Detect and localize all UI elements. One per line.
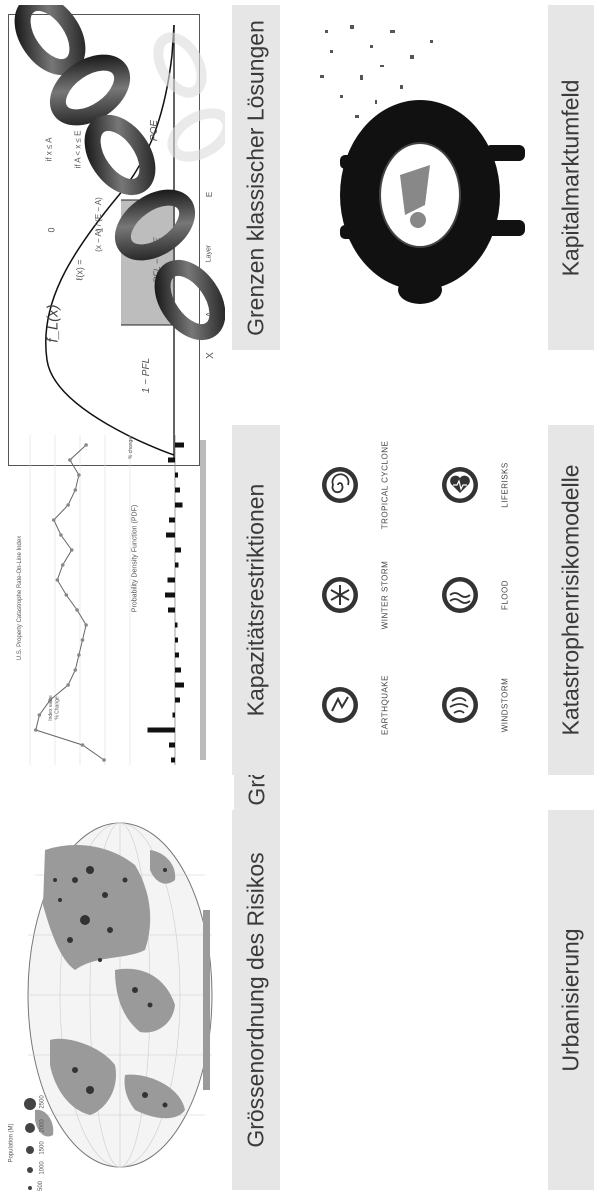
rol-index-point xyxy=(102,758,106,762)
rol-change-bar xyxy=(166,532,175,538)
rol-change-bar xyxy=(175,442,184,448)
liferisks-icon xyxy=(442,467,478,503)
rol-change-bar xyxy=(175,622,178,628)
caption-col2-top: Kapazitätsrestriktionen xyxy=(232,425,280,775)
rol-change-bar xyxy=(175,637,178,643)
rol-change-bar xyxy=(175,502,183,508)
hazard-winter-storm-label: WINTER STORM xyxy=(380,560,390,630)
rol-index-point xyxy=(59,533,63,537)
rol-change-bar xyxy=(175,562,179,568)
map-legend-circles xyxy=(24,1098,36,1190)
rol-change-bar xyxy=(169,517,175,523)
rol-change-bar xyxy=(175,667,181,673)
caption-col2-bottom: Katastrophenrisikomodelle xyxy=(548,425,594,775)
rol-change-bar xyxy=(175,487,180,493)
rol-change-bar xyxy=(172,712,175,718)
hazard-windstorm xyxy=(440,685,480,725)
hazard-winter-storm xyxy=(320,575,360,615)
rol-index-point xyxy=(75,608,79,612)
rol-change-bar xyxy=(169,742,175,748)
hazard-tropical-cyclone xyxy=(320,465,360,505)
rol-index-point xyxy=(84,623,88,627)
map-legend: Population (M) 500 1000 1500 2000 2500 xyxy=(0,1080,110,1195)
rol-index-point xyxy=(33,728,38,732)
world-map xyxy=(27,822,213,1168)
broken-chain-image xyxy=(10,5,225,350)
chain-icon xyxy=(14,5,225,341)
rol-index-point xyxy=(80,743,85,747)
rol-chart-svg xyxy=(29,435,206,765)
rol-chart-title: U.S. Property Catastrophe Rate-On-Line I… xyxy=(17,535,24,661)
rol-change-bar xyxy=(165,592,175,598)
rol-chart: U.S. Property Catastrophe Rate-On-Line I… xyxy=(10,425,220,775)
rol-index-point xyxy=(66,503,70,507)
rol-index-point xyxy=(68,458,72,462)
rol-index-point xyxy=(77,473,81,477)
rol-change-bar xyxy=(175,697,180,703)
rol-legend-bars: % Change xyxy=(54,696,61,720)
hazard-flood xyxy=(440,575,480,615)
pdf-curve xyxy=(45,24,175,456)
rol-index-point xyxy=(55,578,60,582)
hazard-earthquake xyxy=(320,685,360,725)
rol-change-bar xyxy=(175,652,179,658)
windstorm-icon xyxy=(442,687,478,723)
rol-index-point xyxy=(64,593,69,597)
tropical-cyclone-icon xyxy=(322,467,358,503)
rol-legend-line: Index value xyxy=(47,695,54,721)
hazard-tropical-cyclone-label: TROPICAL CYCLONE xyxy=(380,440,390,530)
hazard-liferisks xyxy=(440,465,480,505)
winter-storm-icon xyxy=(322,577,358,613)
rol-change-bar xyxy=(171,757,175,763)
rol-change-bar xyxy=(147,727,175,733)
rol-index-point xyxy=(37,713,42,717)
hazard-windstorm-label: WINDSTORM xyxy=(500,677,510,733)
caption-col3-top: Grenzen klassischer Lösungen xyxy=(232,5,280,350)
caption-col1-bottom: Urbanisierung xyxy=(548,810,594,1190)
hazard-flood-label: FLOOD xyxy=(500,579,510,611)
rol-index-point xyxy=(84,443,88,447)
hazard-earthquake-label: EARTHQUAKE xyxy=(380,675,390,735)
rol-change-bar xyxy=(168,607,175,613)
flood-icon xyxy=(442,577,478,613)
piggy-bank-icon xyxy=(320,25,525,304)
rol-index-point xyxy=(73,668,78,672)
rol-index-point xyxy=(77,653,81,657)
rol-index-point xyxy=(66,683,70,687)
rol-change-bar xyxy=(175,547,181,553)
hazard-liferisks-label: LIFERISKS xyxy=(500,462,510,508)
rol-change-bar xyxy=(168,457,175,463)
rol-index-point xyxy=(60,563,65,567)
rol-index-point xyxy=(51,518,56,522)
earthquake-icon xyxy=(322,687,358,723)
rol-index-point xyxy=(80,638,85,642)
rol-index-point xyxy=(69,548,74,552)
exploding-piggy-image xyxy=(300,5,540,350)
rol-change-bar xyxy=(167,577,175,583)
rol-series-label: % change xyxy=(128,436,135,460)
hazard-icons-panel: EARTHQUAKE WINTER STORM TROPICAL CYCLONE… xyxy=(300,425,540,775)
rol-index-point xyxy=(73,488,78,492)
rol-change-bar xyxy=(175,472,178,478)
world-map-panel xyxy=(15,810,225,1190)
rol-change-bar xyxy=(175,682,184,688)
rol-index-point xyxy=(48,698,52,702)
caption-col1-top: Grössenordnung des Risikos xyxy=(232,810,280,1190)
caption-col3-bottom: Kapitalmarktumfeld xyxy=(548,5,594,350)
